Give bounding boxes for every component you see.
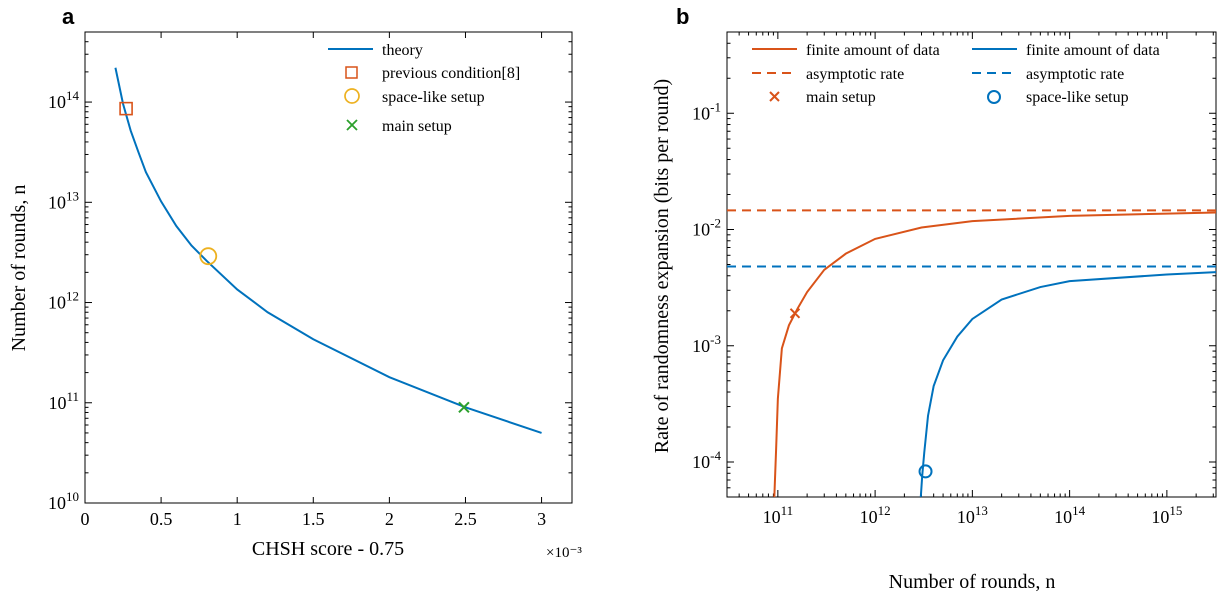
panel-b-x-tick-label: 1011 [763,503,794,527]
panel-b-marker-space-like-setup [918,464,933,479]
legend-b-blue-finite-label: finite amount of data [1026,42,1160,59]
panel-a-y-axis-label: Number of rounds, n [8,185,30,352]
panel-b-marker-main-setup [789,308,801,319]
panel-a-plot-area [84,31,573,504]
panel-b-x-tick-label: 1012 [860,503,891,527]
panel-b-plot-area [726,31,1217,498]
legend-a-main-setup-label: main setup [382,118,452,135]
legend-b-orange-finite-label: finite amount of data [806,42,940,59]
panel-a-ticks: 0 0.5 1 1.5 2 2.5 3 1010 1011 1012 1013 1014 [48,31,572,529]
legend-b-blue-asymptotic-label: asymptotic rate [1026,66,1124,83]
panel-b: b 1011 1012 1013 1014 1015 10-4 10-3 10-2 10-1 N… [651,4,1217,593]
panel-a-y-tick-label: 1012 [48,289,79,313]
panel-a-x-axis-label: CHSH score - 0.75 [252,538,404,560]
legend-b-orange-main-setup-swatch [769,91,780,102]
legend-a-space-like-label: space-like setup [382,89,485,106]
panel-a-marker-main-setup [458,401,470,414]
panel-b-x-tick-label: 1013 [957,503,988,527]
panel-a-y-tick-label: 1014 [48,88,80,112]
panel-b-x-tick-label: 1015 [1151,503,1182,527]
legend-a-main-setup-swatch [346,119,358,131]
panel-a-y-tick-label: 1013 [48,188,79,212]
panel-a-marker-previous-condition-8 [119,101,133,116]
legend-b-orange-main-setup-label: main setup [806,89,876,106]
panel-b-y-axis-label: Rate of randomness expansion (bits per r… [651,79,673,453]
panel-b-y-tick-label: 10-1 [692,99,721,123]
panel-a-x-tick-label: 1.5 [302,509,325,529]
panel-a-x-tick-label: 1 [233,509,242,529]
legend-b-blue-space-like-swatch [987,90,1001,104]
panel-a-marker-space-like-setup [199,247,218,266]
panel-b-y-tick-label: 10-2 [692,216,721,240]
legend-a-theory-label: theory [382,42,423,59]
panel-b-series [727,209,1217,498]
panel-a-x-tick-label: 2 [385,509,394,529]
panel-a-x-tick-label: 0 [81,509,90,529]
legend-a-space-like-swatch [344,88,360,104]
panel-a-x-multiplier: ×10⁻³ [546,545,582,561]
panel-a: a 0 0.5 1 1.5 2 2.5 3 1010 1011 1012 1013 1014 CHSH… [8,4,582,561]
legend-b-orange-asymptotic-label: asymptotic rate [806,66,904,83]
panel-b-label: b [676,4,689,29]
panel-b-series-line-2 [919,271,1217,498]
panel-a-markers [119,101,470,414]
panel-a-x-tick-label: 0.5 [150,509,173,529]
panel-a-series-line-0 [114,67,542,434]
panel-a-y-tick-label: 1011 [48,389,79,413]
panel-a-legend: theory previous condition[8] space-like … [328,42,520,135]
panel-a-x-tick-label: 2.5 [454,509,477,529]
panel-b-y-tick-label: 10-3 [692,332,721,356]
panel-a-label: a [62,4,75,29]
legend-a-previous-condition-label: previous condition[8] [382,65,520,82]
legend-a-previous-condition-swatch [345,66,358,79]
legend-b-blue-space-like-label: space-like setup [1026,89,1129,106]
panel-a-y-tick-label: 1010 [48,489,79,513]
panel-a-series [114,67,542,434]
panel-b-y-tick-label: 10-4 [692,448,721,472]
panel-b-markers [789,308,933,479]
panel-b-legend: finite amount of data asymptotic rate ma… [752,42,1160,106]
panel-a-x-tick-label: 3 [537,509,546,529]
panel-b-series-line-0 [773,211,1217,498]
panel-b-x-tick-label: 1014 [1054,503,1086,527]
panel-b-ticks: 1011 1012 1013 1014 1015 10-4 10-3 10-2 10-1 [692,31,1216,527]
panel-b-x-axis-label: Number of rounds, n [889,571,1056,593]
